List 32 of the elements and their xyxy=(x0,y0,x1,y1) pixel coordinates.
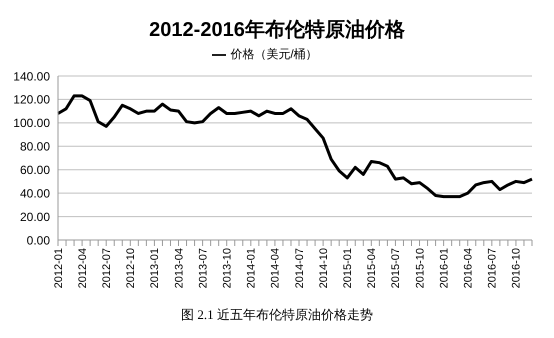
y-tick-label: 100.00 xyxy=(13,116,50,130)
x-tick-label: 2015-07 xyxy=(390,248,402,288)
y-tick-label: 20.00 xyxy=(20,210,50,224)
x-tick-label: 2015-10 xyxy=(414,248,426,288)
x-tick-label: 2013-01 xyxy=(149,248,162,288)
x-tick-label: 2016-04 xyxy=(462,248,475,288)
y-tick-label: 60.00 xyxy=(20,162,50,177)
x-tick-label: 2014-04 xyxy=(270,248,282,288)
x-tick-label: 2012-01 xyxy=(52,248,65,288)
y-tick-label: 140.00 xyxy=(13,69,50,84)
y-tick-label: 0.00 xyxy=(26,233,50,248)
x-tick-label: 2014-10 xyxy=(318,248,330,288)
chart-title: 2012-2016年布伦特原油价格 xyxy=(148,18,406,42)
x-tick-label: 2013-10 xyxy=(222,248,234,288)
x-tick-label: 2016-10 xyxy=(510,248,523,288)
x-tick-label: 2015-01 xyxy=(342,248,354,288)
y-tick-label: 80.00 xyxy=(20,140,50,154)
legend-label: 价格（美元/桶） xyxy=(230,47,318,61)
x-tick-label: 2012-10 xyxy=(125,248,138,288)
y-tick-label: 40.00 xyxy=(20,186,50,200)
line-series xyxy=(56,94,534,198)
x-tick-label: 2013-04 xyxy=(173,248,186,288)
x-tick-label: 2012-07 xyxy=(101,248,114,288)
x-tick-label: 2015-04 xyxy=(366,248,378,288)
x-tick-label: 2014-07 xyxy=(294,248,306,288)
y-tick-label: 120.00 xyxy=(13,92,50,107)
caption: 图 2.1 近五年布伦特原油价格走势 xyxy=(180,306,374,324)
x-tick-label: 2016-07 xyxy=(486,248,499,288)
x-tick-label: 2016-01 xyxy=(438,248,450,288)
x-tick-label: 2012-04 xyxy=(76,248,89,288)
x-tick-label: 2014-01 xyxy=(246,248,258,288)
x-tick-label: 2013-07 xyxy=(197,248,210,288)
